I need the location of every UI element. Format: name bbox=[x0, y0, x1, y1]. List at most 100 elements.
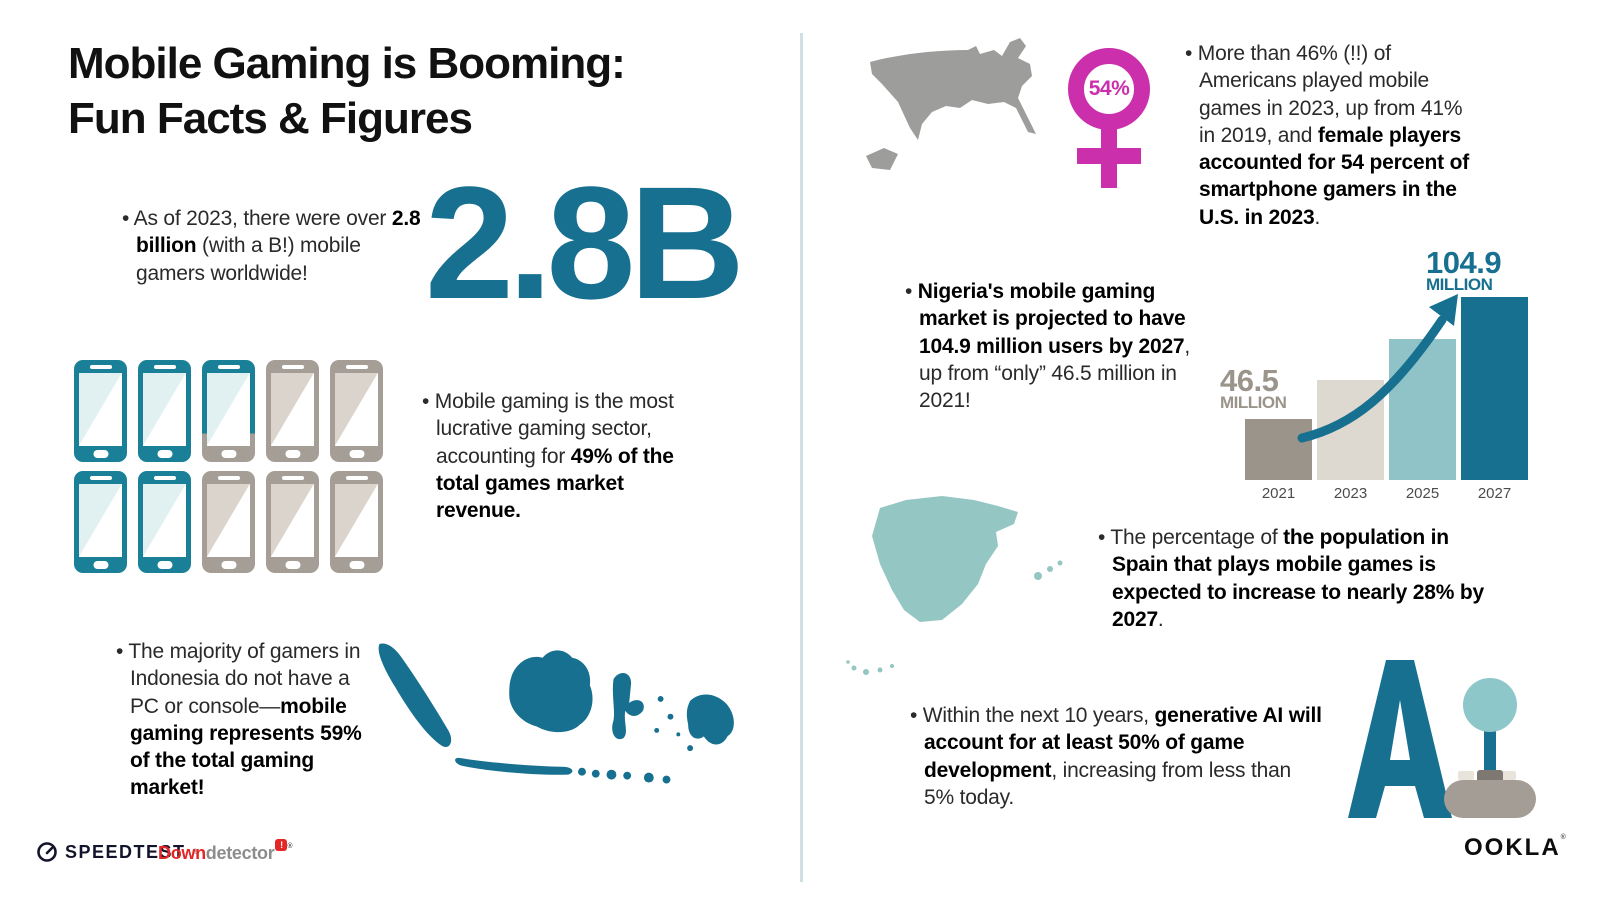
phone-home-button bbox=[157, 450, 172, 458]
phone-screen bbox=[143, 484, 186, 557]
female-ring bbox=[1068, 48, 1150, 130]
bar-year-label: 2021 bbox=[1261, 485, 1296, 502]
bar-chart-years: 2021 2023 2025 2027 bbox=[1245, 485, 1528, 502]
phone-home-button bbox=[285, 450, 300, 458]
fact-nigeria-bold: Nigeria's mobile gaming market is projec… bbox=[917, 280, 1186, 358]
downdetector-reg-mark: ® bbox=[287, 843, 293, 850]
fact-spain-text2: . bbox=[1157, 607, 1164, 631]
fact-nigeria: Nigeria's mobile gaming market is projec… bbox=[905, 278, 1191, 414]
bar-2021 bbox=[1245, 419, 1312, 480]
speedtest-logo: SPEEDTEST ® bbox=[36, 841, 198, 863]
phone-grid bbox=[74, 360, 383, 573]
fact-spain-text: The percentage of bbox=[1110, 526, 1284, 549]
phone-icon bbox=[202, 360, 255, 462]
ookla-wordmark: OOKLA bbox=[1464, 834, 1561, 861]
female-percent-badge: 54% bbox=[1088, 77, 1130, 100]
phone-speaker bbox=[281, 476, 304, 480]
bar-year-label: 2025 bbox=[1405, 485, 1440, 502]
fact-revenue: Mobile gaming is the most lucrative gami… bbox=[422, 388, 686, 524]
bar-label-2021-value: 46.5 bbox=[1220, 363, 1279, 398]
phone-screen bbox=[271, 373, 314, 446]
phone-home-button bbox=[93, 450, 108, 458]
fact-gamers-text: As of 2023, there were over bbox=[133, 207, 392, 230]
joystick-icon bbox=[1444, 678, 1536, 818]
stat-2-8b: 2.8B bbox=[425, 153, 745, 332]
bar-label-2027-unit: MILLION bbox=[1426, 275, 1493, 295]
title-line-1: Mobile Gaming is Booming: bbox=[68, 39, 626, 88]
phone-screen bbox=[335, 484, 378, 557]
phone-icon bbox=[74, 360, 127, 462]
fact-indonesia-bold: mobile gaming represents 59% of the tota… bbox=[130, 694, 362, 800]
bar-year-label: 2027 bbox=[1477, 485, 1512, 502]
bar-label-2027: 104.9 MILLION bbox=[1426, 245, 1502, 295]
phone-speaker bbox=[89, 476, 112, 480]
phone-home-button bbox=[221, 561, 236, 569]
speedtest-wordmark: SPEEDTEST bbox=[65, 841, 186, 862]
fact-revenue-bold: 49% of the total games market revenue. bbox=[436, 444, 674, 523]
fact-ai-text: Within the next 10 years, bbox=[922, 704, 1155, 727]
fact-usa-bold: female players accounted for 54 percent … bbox=[1199, 123, 1469, 229]
phone-speaker bbox=[217, 476, 240, 480]
fact-usa-text: More than 46% (!!) of Americans played m… bbox=[1197, 42, 1463, 147]
fact-usa: More than 46% (!!) of Americans played m… bbox=[1185, 40, 1471, 231]
phone-speaker bbox=[345, 476, 368, 480]
downdetector-down: Down bbox=[158, 843, 206, 863]
phone-screen bbox=[271, 484, 314, 557]
phone-home-button bbox=[285, 561, 300, 569]
phone-screen bbox=[79, 484, 122, 557]
phone-speaker bbox=[281, 365, 304, 369]
fact-indonesia: The majority of gamers in Indonesia do n… bbox=[116, 638, 382, 802]
bar-year-label: 2023 bbox=[1333, 485, 1368, 502]
phone-screen bbox=[335, 373, 378, 446]
indonesia-map bbox=[378, 643, 734, 784]
spain-map bbox=[846, 496, 1063, 675]
bar-chart-bars bbox=[1245, 297, 1528, 480]
fact-gamers: As of 2023, there were over 2.8 billion … bbox=[122, 205, 431, 287]
phone-icon bbox=[330, 360, 383, 462]
speedtest-reg-mark: ® bbox=[192, 848, 198, 856]
fact-spain: The percentage of the population in Spai… bbox=[1098, 524, 1490, 633]
phone-icon bbox=[202, 471, 255, 573]
bar-2027 bbox=[1461, 297, 1528, 480]
page-title: Mobile Gaming is Booming: Fun Facts & Fi… bbox=[68, 36, 626, 146]
phone-speaker bbox=[153, 476, 176, 480]
ai-letter bbox=[1348, 660, 1452, 818]
phone-home-button bbox=[93, 561, 108, 569]
nigeria-users-bar-chart: 46.5 MILLION 104.9 MILLION 2021 2023 2025 2… bbox=[1220, 246, 1540, 502]
phone-icon bbox=[266, 471, 319, 573]
phone-screen bbox=[79, 373, 122, 446]
bar-label-2021-unit: MILLION bbox=[1220, 393, 1287, 413]
phone-speaker bbox=[217, 365, 240, 369]
fact-usa-text2: . bbox=[1314, 205, 1321, 229]
phone-speaker bbox=[153, 365, 176, 369]
phone-home-button bbox=[349, 450, 364, 458]
downdetector-badge-icon: ! bbox=[275, 839, 288, 851]
downdetector-logo: Downdetector! ® bbox=[158, 839, 293, 864]
female-cross bbox=[1077, 148, 1141, 164]
bar-2023 bbox=[1317, 380, 1384, 480]
bar-2025 bbox=[1389, 339, 1456, 480]
fact-gamers-bold: 2.8 billion bbox=[136, 207, 421, 258]
title-line-2: Fun Facts & Figures bbox=[68, 94, 473, 143]
phone-home-button bbox=[349, 561, 364, 569]
speedtest-gauge-icon bbox=[37, 842, 57, 862]
phone-home-button bbox=[221, 450, 236, 458]
female-symbol-icon: 54% bbox=[1068, 44, 1158, 194]
fact-nigeria-text2: , up from “only” 46.5 million in 2021! bbox=[919, 334, 1191, 413]
phone-speaker bbox=[89, 365, 112, 369]
fact-spain-bold: the population in Spain that plays mobil… bbox=[1112, 526, 1484, 631]
phone-icon bbox=[138, 360, 191, 462]
fact-ai-text2: , increasing from less than 5% today. bbox=[924, 758, 1292, 809]
downdetector-detector: detector bbox=[205, 843, 275, 863]
fact-gamers-text2: (with a B!) mobile gamers worldwide! bbox=[136, 234, 361, 285]
bar-label-2021: 46.5 MILLION bbox=[1220, 363, 1287, 413]
phone-screen bbox=[143, 373, 186, 446]
phone-icon bbox=[138, 471, 191, 573]
fact-indonesia-text: The majority of gamers in Indonesia do n… bbox=[128, 640, 361, 718]
bar-label-2027-value: 104.9 bbox=[1426, 245, 1502, 280]
ookla-logo: OOKLA® bbox=[1464, 834, 1568, 862]
phone-icon bbox=[330, 471, 383, 573]
phone-screen bbox=[207, 373, 250, 446]
phone-icon bbox=[266, 360, 319, 462]
